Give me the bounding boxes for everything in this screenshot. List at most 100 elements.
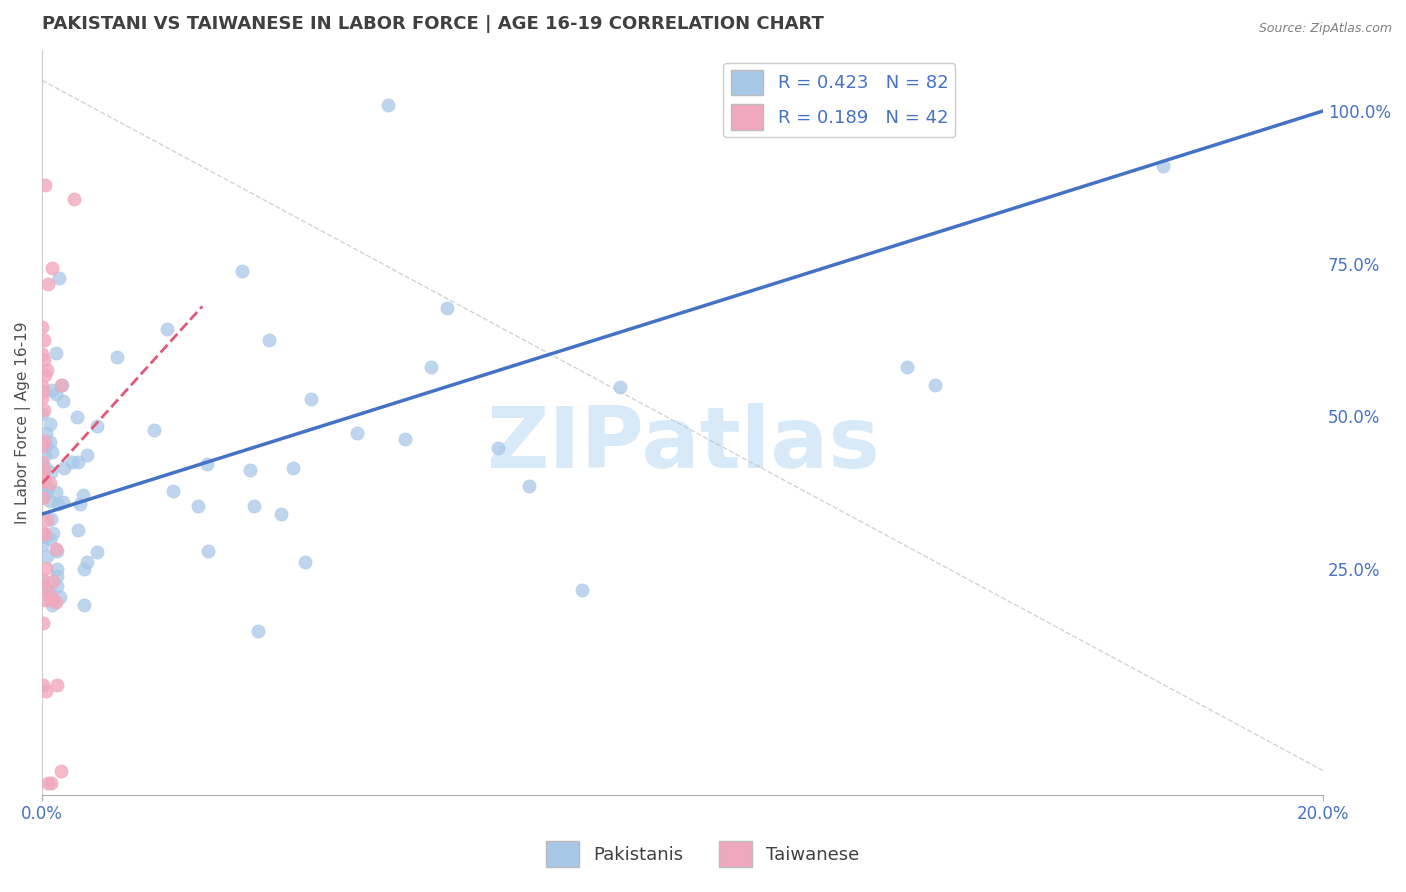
Point: [32, 526, 55, 541]
Point: [35, 560, 58, 574]
Point: [1152, 159, 1174, 173]
Point: [86, 419, 108, 434]
Point: [270, 507, 292, 521]
Point: [436, 301, 458, 316]
Point: [35, 513, 58, 527]
Point: [41, 445, 63, 459]
Point: [53, 461, 76, 475]
Text: Source: ZipAtlas.com: Source: ZipAtlas.com: [1258, 22, 1392, 36]
Point: [42, 526, 65, 541]
Point: [76, 448, 98, 462]
Point: [63, 193, 86, 207]
Point: [34, 448, 56, 462]
Point: [143, 423, 166, 437]
Point: [517, 479, 540, 493]
Point: [246, 624, 269, 639]
Point: [37, 776, 59, 790]
Point: [32, 333, 55, 347]
Point: [41, 383, 63, 397]
Point: [34, 527, 56, 541]
Point: [51, 378, 73, 392]
Point: [37, 481, 59, 495]
Point: [38, 434, 60, 449]
Point: [31, 616, 53, 631]
Point: [32, 353, 55, 368]
Point: [35, 549, 58, 563]
Point: [35, 581, 58, 595]
Point: [346, 426, 368, 441]
Text: PAKISTANI VS TAIWANESE IN LABOR FORCE | AGE 16-19 CORRELATION CHART: PAKISTANI VS TAIWANESE IN LABOR FORCE | …: [42, 15, 824, 33]
Point: [32, 469, 55, 483]
Point: [31, 539, 53, 553]
Point: [42, 574, 65, 588]
Point: [31, 491, 53, 505]
Point: [37, 363, 59, 377]
Point: [45, 541, 67, 556]
Point: [156, 322, 179, 336]
Point: [45, 484, 67, 499]
Point: [187, 499, 209, 513]
Point: [52, 494, 75, 508]
Point: [35, 426, 58, 441]
Point: [41, 261, 63, 276]
Point: [35, 683, 58, 698]
Point: [31, 392, 53, 406]
Point: [39, 465, 62, 479]
Legend: Pakistanis, Taiwanese: Pakistanis, Taiwanese: [538, 834, 868, 874]
Point: [31, 379, 53, 393]
Point: [72, 488, 94, 502]
Point: [34, 459, 56, 474]
Point: [31, 347, 53, 361]
Point: [243, 500, 266, 514]
Point: [32, 488, 55, 502]
Point: [299, 392, 322, 407]
Point: [420, 360, 443, 375]
Point: [46, 544, 69, 558]
Point: [34, 530, 56, 544]
Point: [34, 178, 56, 192]
Point: [32, 574, 55, 588]
Point: [394, 432, 416, 446]
Point: [31, 489, 53, 503]
Point: [41, 598, 63, 612]
Point: [32, 463, 55, 477]
Point: [41, 590, 63, 604]
Y-axis label: In Labor Force | Age 16-19: In Labor Force | Age 16-19: [15, 321, 31, 524]
Point: [48, 270, 70, 285]
Point: [45, 595, 67, 609]
Point: [76, 555, 98, 569]
Point: [31, 439, 53, 453]
Point: [32, 678, 55, 692]
Point: [48, 497, 70, 511]
Point: [49, 590, 72, 604]
Point: [32, 384, 55, 399]
Point: [31, 525, 53, 540]
Point: [197, 457, 219, 471]
Point: [162, 483, 184, 498]
Point: [31, 455, 53, 469]
Point: [51, 764, 73, 778]
Point: [31, 460, 53, 475]
Point: [231, 264, 253, 278]
Point: [32, 592, 55, 607]
Point: [60, 455, 83, 469]
Point: [37, 277, 59, 291]
Point: [31, 319, 53, 334]
Point: [257, 333, 280, 347]
Point: [45, 387, 67, 401]
Point: [39, 475, 62, 490]
Text: ZIPatlas: ZIPatlas: [485, 403, 880, 486]
Point: [39, 592, 62, 607]
Point: [32, 434, 55, 448]
Point: [31, 408, 53, 422]
Point: [45, 346, 67, 360]
Point: [32, 466, 55, 480]
Point: [39, 587, 62, 601]
Point: [35, 581, 58, 595]
Point: [39, 776, 62, 790]
Point: [34, 474, 56, 488]
Point: [32, 402, 55, 417]
Point: [35, 484, 58, 499]
Point: [197, 544, 219, 558]
Point: [486, 441, 509, 455]
